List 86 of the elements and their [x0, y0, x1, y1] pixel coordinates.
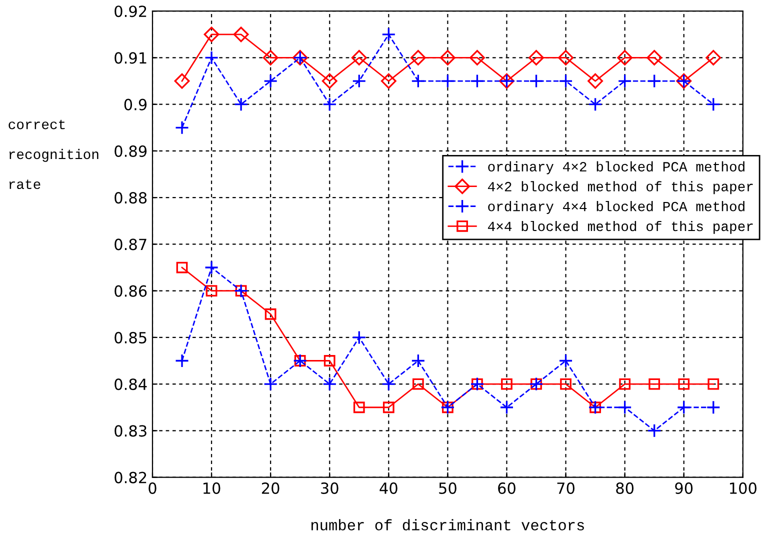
point	[233, 26, 249, 42]
point	[206, 285, 218, 297]
point	[618, 400, 632, 414]
point	[204, 260, 219, 275]
point	[351, 50, 367, 66]
point	[352, 330, 366, 345]
point	[353, 402, 365, 414]
point	[352, 74, 366, 88]
x-tick-label: 70	[557, 482, 574, 494]
point	[676, 400, 691, 414]
x-tick-label: 0	[148, 482, 156, 494]
point	[588, 73, 604, 89]
point	[619, 378, 631, 390]
point	[529, 74, 544, 88]
point	[263, 74, 278, 88]
point	[708, 378, 720, 390]
legend-label: ordinary 4×2 blocked PCA method	[488, 161, 744, 174]
point	[678, 378, 690, 390]
point	[440, 50, 456, 66]
point	[324, 355, 336, 366]
legend-label: ordinary 4×4 blocked PCA method	[488, 201, 744, 214]
legend-label: 4×4 blocked method of this paper	[488, 220, 753, 234]
point	[382, 376, 396, 392]
y-tick-label: 0.88	[114, 192, 147, 204]
x-tick-label: 80	[616, 482, 634, 494]
y-tick-label: 0.91	[114, 52, 146, 64]
y-tick-label: 0.87	[114, 238, 146, 250]
x-tick-label: 40	[380, 482, 398, 494]
x-tick-label: 60	[498, 482, 516, 494]
point	[617, 50, 633, 66]
legend-label: 4×2 blocked method of this paper	[488, 181, 753, 194]
point	[174, 120, 190, 135]
point	[648, 378, 660, 390]
point	[322, 73, 338, 89]
point	[560, 378, 572, 390]
point	[322, 97, 337, 112]
point	[410, 50, 426, 66]
y-tick-label: 0.84	[114, 378, 147, 390]
point	[174, 73, 190, 89]
x-axis-title: number of discriminant vectors	[311, 519, 584, 530]
point	[647, 424, 662, 438]
point	[706, 50, 722, 66]
x-tick-label: 100	[730, 482, 756, 494]
point	[382, 402, 394, 414]
point	[558, 74, 573, 88]
y-tick-label: 0.82	[114, 472, 146, 484]
point	[618, 74, 632, 88]
point	[234, 97, 248, 112]
point	[588, 97, 602, 112]
y-tick-label: 0.9	[124, 98, 147, 110]
point	[412, 378, 424, 390]
point	[500, 400, 514, 414]
x-tick-label: 20	[262, 482, 280, 494]
point	[706, 400, 720, 414]
point	[382, 27, 396, 42]
x-tick-label: 10	[203, 482, 220, 494]
x-tick-label: 90	[675, 482, 693, 494]
point	[262, 50, 278, 66]
text: correct recognition rate	[8, 120, 98, 190]
point	[706, 97, 720, 112]
y-tick-label: 0.92	[114, 6, 146, 18]
y-tick-label: 0.85	[114, 332, 146, 344]
point	[528, 50, 544, 66]
point	[322, 376, 337, 392]
x-tick-label: 30	[321, 482, 338, 494]
point	[647, 74, 662, 88]
point	[440, 74, 455, 88]
x-tick-label: 50	[439, 482, 456, 494]
point	[204, 26, 220, 42]
point	[470, 50, 485, 66]
y-tick-label: 0.83	[114, 425, 146, 437]
y-tick-label: 0.89	[114, 145, 147, 157]
y-tick-label: 0.86	[114, 285, 147, 297]
point	[501, 378, 512, 390]
point	[380, 73, 396, 89]
point	[558, 354, 573, 368]
point	[411, 354, 426, 368]
point	[646, 50, 662, 66]
point	[176, 262, 188, 274]
point	[263, 376, 278, 392]
point	[470, 74, 484, 88]
point	[204, 50, 219, 65]
point	[174, 354, 190, 368]
point	[558, 50, 574, 66]
point	[411, 74, 426, 88]
point	[264, 308, 276, 320]
